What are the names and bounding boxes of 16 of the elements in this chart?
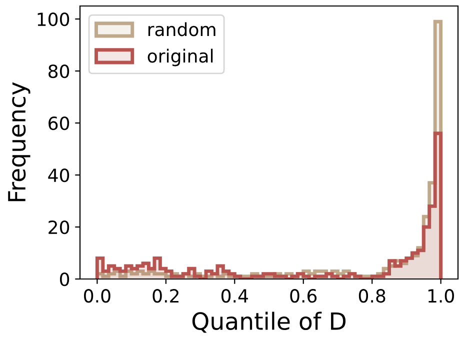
- x-tick-label: 0.2: [152, 289, 178, 303]
- x-tick-label: 0.4: [221, 289, 248, 303]
- y-tick-label: 60: [48, 116, 70, 130]
- x-axis-title: Quantile of D: [192, 312, 346, 333]
- y-tick-label: 20: [48, 220, 70, 234]
- y-tick-label: 40: [48, 168, 70, 182]
- y-axis-title: Frequency: [8, 82, 30, 202]
- y-tick-label: 100: [38, 12, 70, 26]
- x-tick-label: 0.8: [358, 289, 386, 303]
- y-tick-label: 0: [60, 272, 70, 286]
- y-tick-label: 80: [48, 64, 70, 78]
- legend-label: random: [148, 22, 216, 36]
- legend-label: original: [148, 48, 213, 66]
- x-tick-label: 1.0: [428, 289, 454, 303]
- x-tick-label: 0.6: [290, 289, 317, 303]
- x-tick-label: 0.0: [84, 289, 110, 303]
